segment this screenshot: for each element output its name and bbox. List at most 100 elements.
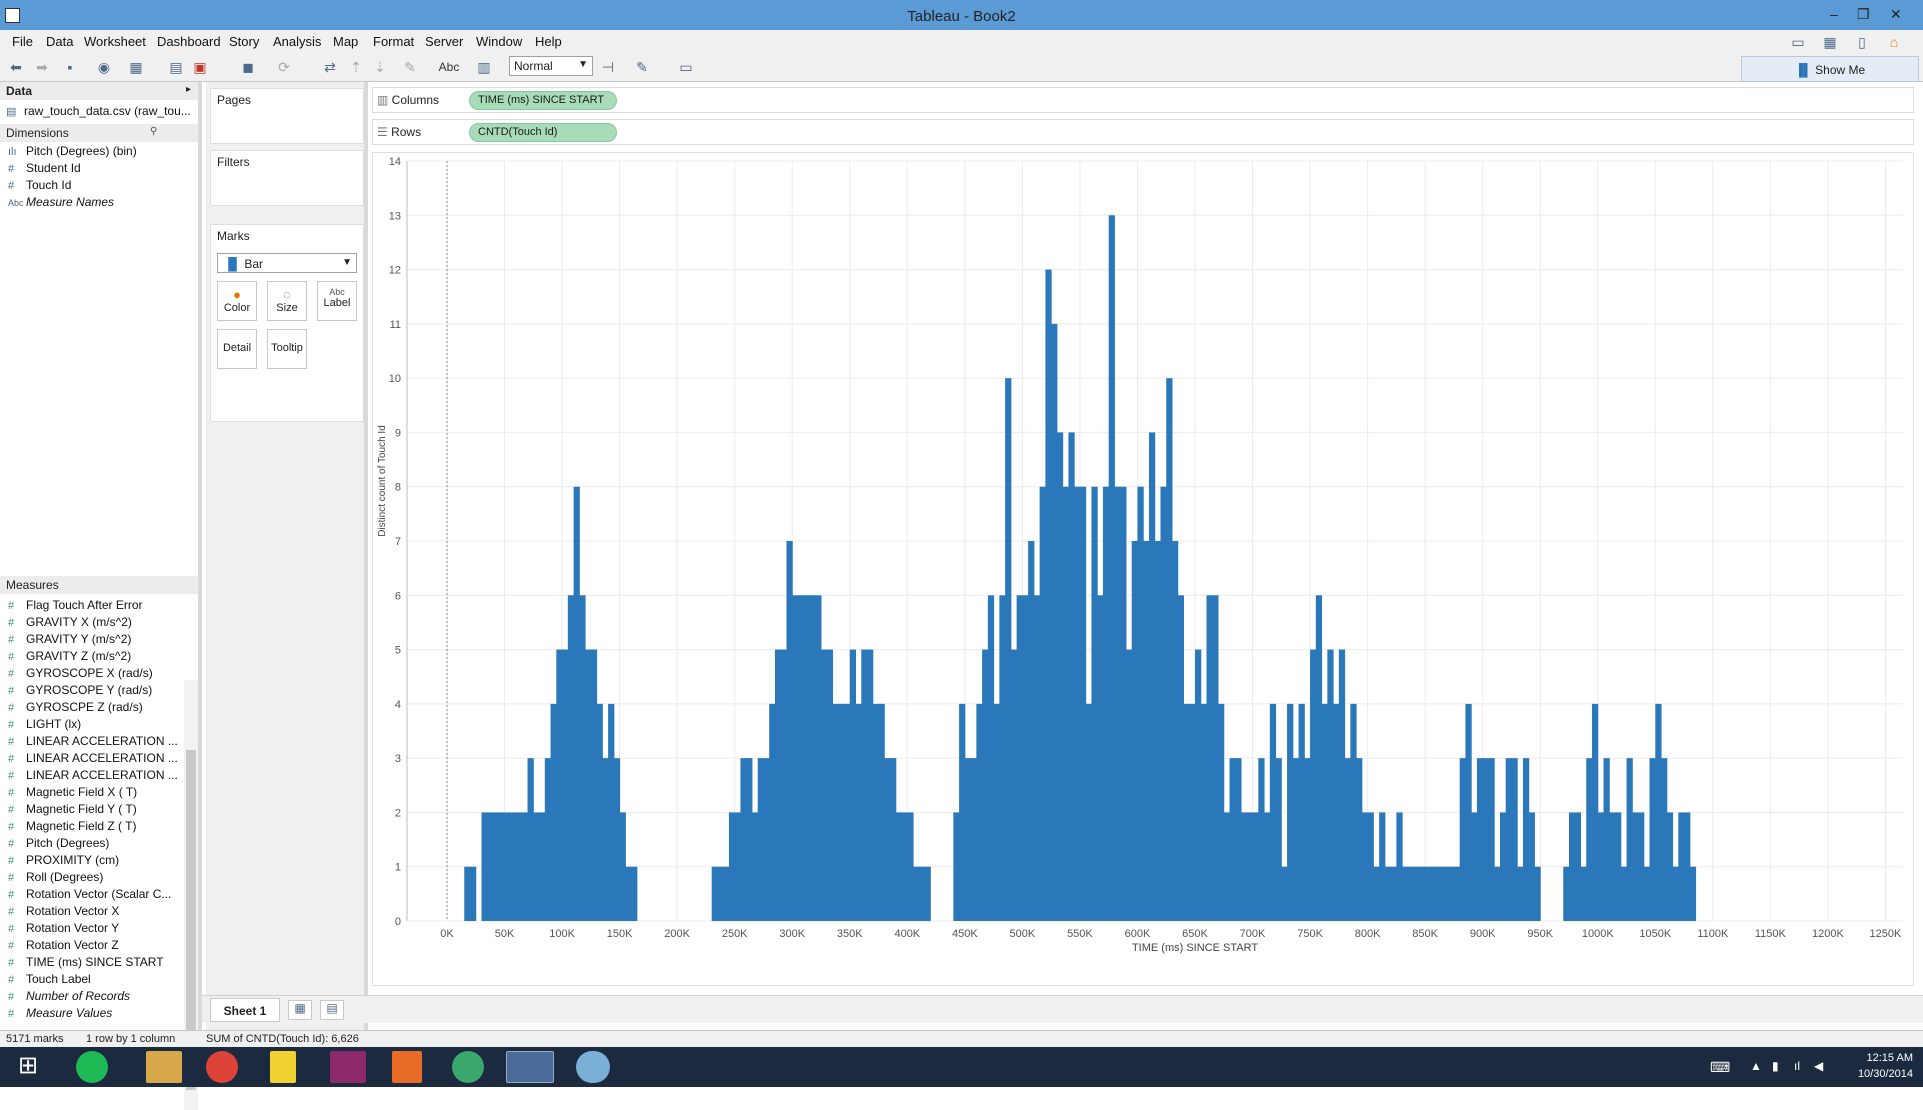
measure-item[interactable]: # LINEAR ACCELERATION ... [8,751,178,765]
dimension-item[interactable]: # Student Id [8,161,81,175]
menu-help[interactable]: Help [535,34,562,49]
measure-item[interactable]: # GRAVITY Y (m/s^2) [8,632,131,646]
tray-up-icon[interactable]: ▲ [1750,1059,1762,1073]
measure-item[interactable]: # Magnetic Field Y ( T) [8,802,137,816]
refresh-icon[interactable]: ⟳ [278,59,290,75]
measure-item[interactable]: # PROXIMITY (cm) [8,853,119,867]
menu-server[interactable]: Server [425,34,464,49]
dimension-item[interactable]: ılı Pitch (Degrees) (bin) [8,144,137,158]
rows-shelf[interactable]: ☰ Rows CNTD(Touch Id) [372,119,1914,145]
tooltip-button[interactable]: Tooltip [267,329,307,369]
sort-descending-icon[interactable]: ⇣ [374,59,386,75]
columns-pill[interactable]: TIME (ms) SINCE START [469,91,617,110]
measure-item[interactable]: # Rotation Vector X [8,904,119,918]
scrollbar-thumb[interactable] [186,750,196,1090]
system-tray[interactable]: 12:15 AM 10/30/2014 [1858,1050,1913,1082]
measure-item[interactable]: # GRAVITY X (m/s^2) [8,615,132,629]
sheet-1-tab[interactable]: Sheet 1 [210,998,280,1022]
menu-data[interactable]: Data [46,34,74,49]
forward-arrow-icon[interactable]: ➡ [36,59,48,75]
swap-icon[interactable]: ⇄ [324,59,336,75]
measure-item[interactable]: # Roll (Degrees) [8,870,103,884]
new-worksheet-icon[interactable]: ▦ [129,59,143,75]
search-icon[interactable]: ⚲ [150,126,158,137]
fit-select[interactable]: Normal ▼ [509,56,593,76]
menu-format[interactable]: Format [373,34,415,49]
measure-item[interactable]: # Rotation Vector Y [8,921,119,935]
measure-item[interactable]: # GYROSCOPE Y (rad/s) [8,683,152,697]
datasource-icon[interactable]: ◉ [97,59,111,75]
measure-item[interactable]: # Rotation Vector (Scalar C... [8,887,171,901]
tab-view-icon[interactable]: ▯ [1858,34,1866,50]
filters-card[interactable]: Filters [210,150,364,206]
back-arrow-icon[interactable]: ⬅ [10,59,22,75]
pages-card[interactable]: Pages [210,88,364,144]
measure-item[interactable]: # Magnetic Field X ( T) [8,785,137,799]
clear-sheet-icon[interactable]: ▣ [193,59,207,75]
save-icon[interactable]: ▪ [67,59,73,75]
sort-ascending-icon[interactable]: ⇡ [350,59,362,75]
measure-item[interactable]: # GYROSCOPE X (rad/s) [8,666,153,680]
mark-type-select[interactable]: ▐▌ Bar ▼ [217,253,357,273]
windows-start-icon[interactable]: ⊞ [17,1052,39,1079]
measure-item[interactable]: # Flag Touch After Error [8,598,143,612]
grid-view-icon[interactable]: ▦ [1823,34,1837,50]
menu-story[interactable]: Story [229,34,260,49]
paint-icon[interactable] [576,1051,610,1083]
measure-item[interactable]: # LINEAR ACCELERATION ... [8,768,178,782]
menu-dashboard[interactable]: Dashboard [157,34,221,49]
histogram-chart[interactable]: 0K 50K 100K 150K 200K 250K 300K 350K 400K 450K 500… [373,153,1913,985]
winrar-icon[interactable] [330,1051,366,1083]
measure-item[interactable]: # GYROSCPE Z (rad/s) [8,700,143,714]
tableau-taskbar-icon[interactable] [506,1051,554,1083]
chrome-icon[interactable] [206,1051,238,1083]
matlab-icon[interactable] [392,1051,422,1083]
detail-button[interactable]: Detail [217,329,257,369]
show-me-button[interactable]: ▐▌ Show Me [1741,56,1919,82]
measure-item[interactable]: # Pitch (Degrees) [8,836,109,850]
pause-updates-icon[interactable]: ◼ [242,59,254,75]
menu-analysis[interactable]: Analysis [273,34,322,49]
color-button[interactable]: ● Color [217,281,257,321]
close-button[interactable]: ✕ [1890,6,1902,22]
measure-item[interactable]: # Magnetic Field Z ( T) [8,819,136,833]
measure-item[interactable]: # Number of Records [8,989,130,1003]
measures-scrollbar[interactable] [184,680,198,1110]
new-worksheet-tab-icon[interactable]: ▦ [288,1000,312,1020]
columns-shelf[interactable]: ▥ Columns TIME (ms) SINCE START [372,87,1914,113]
network-icon[interactable]: ▮ [1772,1059,1779,1073]
tableau-app-icon[interactable] [5,8,20,23]
signal-icon[interactable]: ıl [1794,1059,1800,1073]
maximize-button[interactable]: ❐ [1857,6,1870,22]
spotify-icon[interactable] [76,1051,108,1083]
keyboard-icon[interactable]: ⌨ [1710,1059,1731,1075]
file-explorer-icon[interactable] [146,1051,182,1083]
dimension-item[interactable]: Abc Measure Names [8,195,115,209]
dimension-item[interactable]: # Touch Id [8,178,72,192]
rows-pill[interactable]: CNTD(Touch Id) [469,123,617,142]
menu-worksheet[interactable]: Worksheet [84,34,146,49]
pen-icon[interactable]: ✎ [636,59,648,75]
measure-item[interactable]: # LINEAR ACCELERATION ... [8,734,178,748]
home-icon[interactable]: ⌂ [1889,34,1899,50]
chart-format-icon[interactable]: ▥ [477,59,491,75]
measure-item[interactable]: # Touch Label [8,972,91,986]
menu-window[interactable]: Window [476,34,523,49]
new-dashboard-tab-icon[interactable]: ▤ [320,1000,344,1020]
sticky-notes-icon[interactable] [270,1051,296,1083]
minimize-button[interactable]: – [1830,6,1838,22]
measure-item[interactable]: # Measure Values [8,1006,112,1020]
measure-item[interactable]: # Rotation Vector Z [8,938,119,952]
labels-abc-button[interactable]: Abc [438,60,460,74]
presentation-icon[interactable]: ▭ [679,59,693,75]
viz-area[interactable]: 0K 50K 100K 150K 200K 250K 300K 350K 400K 450K 500… [372,152,1914,986]
fix-axes-icon[interactable]: ⊣ [601,59,615,75]
volume-icon[interactable]: ◀ [1814,1059,1824,1073]
duplicate-sheet-icon[interactable]: ▤ [169,59,183,75]
measure-item[interactable]: # GRAVITY Z (m/s^2) [8,649,131,663]
menu-map[interactable]: Map [333,34,359,49]
measure-item[interactable]: # LIGHT (lx) [8,717,81,731]
datasource-item[interactable]: ▤ raw_touch_data.csv (raw_tou... [6,104,191,118]
label-button[interactable]: Abc Label [317,281,357,321]
size-button[interactable]: ◌ Size [267,281,307,321]
